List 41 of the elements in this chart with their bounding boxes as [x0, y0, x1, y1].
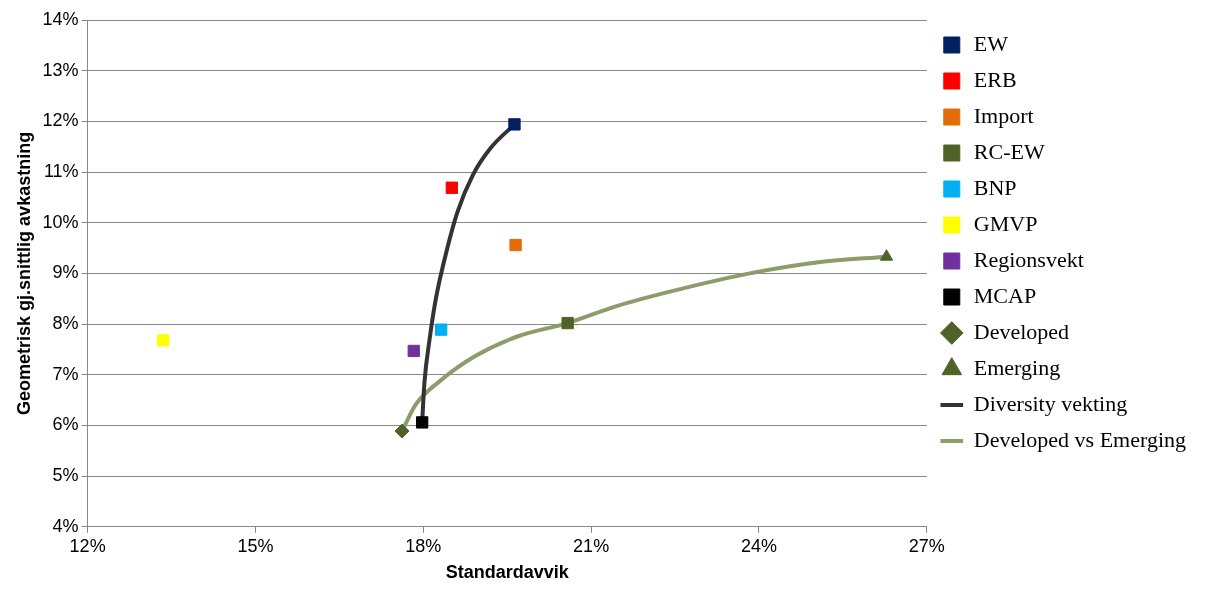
legend-label: RC-EW: [973, 138, 1045, 164]
legend-label: EW: [973, 30, 1009, 56]
x-tick-label: 27%: [908, 535, 945, 556]
y-tick-label: 10%: [42, 211, 79, 232]
point: [879, 249, 894, 261]
point: [435, 323, 448, 336]
point: [407, 344, 420, 358]
point: [416, 416, 429, 429]
x-tick-label: 15%: [237, 535, 274, 556]
legend-label: Diversity vekting: [973, 390, 1128, 416]
y-tick-label: 4%: [52, 515, 79, 536]
x-tick-label: 21%: [573, 535, 610, 556]
x-tick-label: 12%: [69, 535, 106, 556]
x-tick-label: 24%: [740, 535, 777, 556]
y-tick-label: 6%: [52, 414, 79, 435]
y-axis-title: Geometrisk gj.snittlig avkastning: [13, 131, 34, 415]
y-tick-label: 5%: [52, 465, 79, 486]
point: [561, 316, 574, 330]
legend-label: BNP: [973, 174, 1017, 200]
point: [509, 238, 522, 252]
y-tick-label: 14%: [42, 8, 79, 29]
y-tick-label: 12%: [42, 110, 79, 131]
point: [445, 181, 458, 194]
y-tick-label: 8%: [52, 313, 79, 334]
y-tick-label: 7%: [52, 363, 79, 384]
y-tick-label: 9%: [52, 262, 79, 283]
x-axis-title: Standardavvik: [445, 562, 570, 583]
legend-label: Regionsvekt: [973, 246, 1084, 272]
y-tick-label: 11%: [43, 161, 79, 182]
point: [394, 423, 410, 439]
legend-label: MCAP: [973, 282, 1037, 308]
legend-label: GMVP: [973, 210, 1038, 236]
legend-label: Developed: [973, 318, 1070, 344]
legend-label: Developed vs Emerging: [973, 426, 1187, 452]
legend-label: Import: [973, 102, 1034, 128]
legend-label: Emerging: [973, 354, 1061, 380]
point: [508, 118, 521, 131]
legend-label: ERB: [973, 66, 1017, 92]
x-tick-label: 18%: [405, 535, 442, 556]
y-tick-label: 13%: [42, 59, 79, 80]
point: [156, 334, 170, 347]
